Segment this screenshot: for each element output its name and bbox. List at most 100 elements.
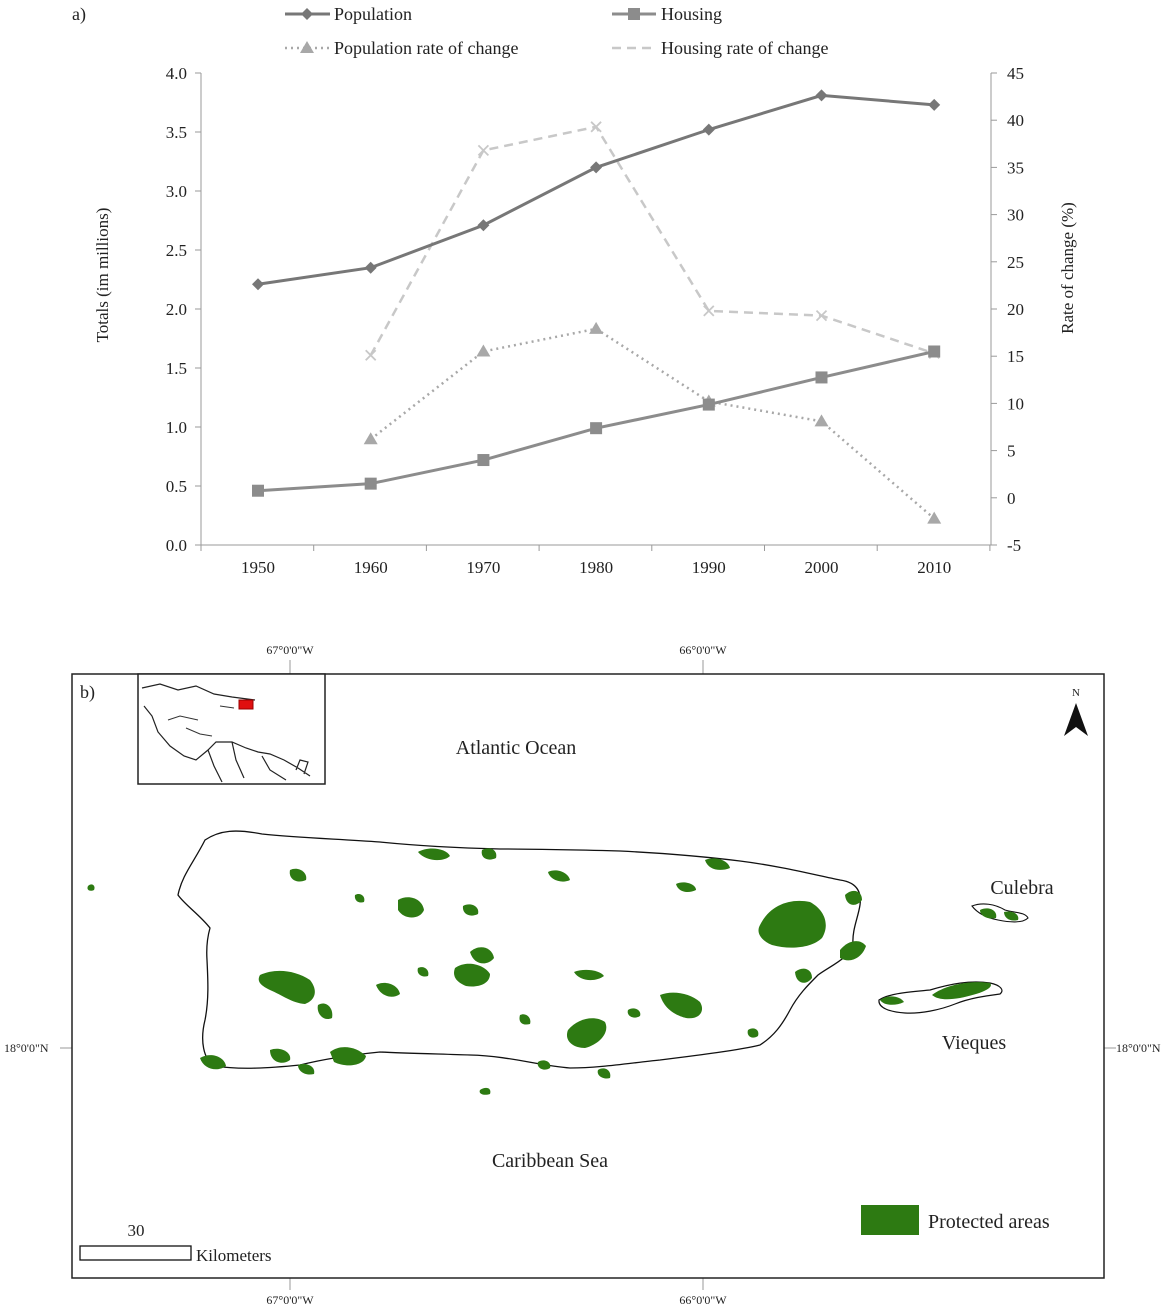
scale-value: 30 <box>128 1221 145 1240</box>
map-legend: Protected areas <box>861 1205 1050 1235</box>
lat-label-right: 18°0'0"N <box>1116 1041 1161 1055</box>
data-point <box>703 305 715 317</box>
lon-label-bottom-right: 66°0'0"W <box>679 1293 727 1307</box>
left-tick-label: 0.5 <box>166 477 187 496</box>
left-tick-label: 4.0 <box>166 64 187 83</box>
vieques-label: Vieques <box>942 1032 1007 1054</box>
data-point <box>364 477 377 490</box>
x-tick-label: 2000 <box>805 558 839 577</box>
data-point <box>590 161 603 174</box>
protected-areas-swatch <box>861 1205 919 1235</box>
right-tick-label: -5 <box>1007 536 1021 555</box>
x-tick-label: 1970 <box>466 558 500 577</box>
legend-item-population-rate: Population rate of change <box>285 38 518 58</box>
series-line <box>369 327 936 520</box>
x-axis-ticks: 1950 1960 1970 1980 1990 2000 2010 <box>200 545 991 577</box>
lon-label-top-left: 67°0'0"W <box>266 643 314 657</box>
series-housing <box>252 345 941 497</box>
series-line <box>257 350 935 493</box>
data-point <box>477 219 490 232</box>
protected-areas <box>87 848 1019 1095</box>
data-point <box>590 121 602 133</box>
scale-unit-label: Kilometers <box>196 1246 272 1265</box>
x-tick-label: 1980 <box>579 558 613 577</box>
series-line <box>257 93 935 286</box>
right-tick-label: 40 <box>1007 111 1024 130</box>
right-tick-label: 0 <box>1007 489 1016 508</box>
panel-b-label: b) <box>80 682 95 703</box>
data-point <box>252 278 264 291</box>
left-axis-title: Totals (im millions) <box>93 208 112 343</box>
series-layer <box>252 89 942 524</box>
left-tick-label: 0.0 <box>166 536 187 555</box>
north-label: N <box>1072 687 1080 699</box>
right-axis-ticks: -5 0 5 10 15 20 25 30 35 40 45 <box>991 64 1024 555</box>
right-tick-label: 10 <box>1007 394 1024 413</box>
panel-a-label: a) <box>72 4 86 25</box>
x-tick-label: 2010 <box>917 558 951 577</box>
legend-housing-rate-label: Housing rate of change <box>661 38 828 58</box>
legend-item-housing: Housing <box>612 4 722 24</box>
data-point <box>927 511 942 524</box>
data-point <box>814 414 829 427</box>
data-point <box>364 261 377 274</box>
lat-label-left: 18°0'0"N <box>4 1041 49 1055</box>
legend-housing-label: Housing <box>661 4 722 24</box>
caribbean-sea-label: Caribbean Sea <box>492 1150 608 1172</box>
left-tick-label: 3.5 <box>166 123 187 142</box>
data-point <box>815 89 828 102</box>
left-axis-ticks: 0.0 0.5 1.0 1.5 2.0 2.5 3.0 3.5 4.0 <box>166 64 201 555</box>
protected-areas-legend-label: Protected areas <box>928 1211 1050 1233</box>
right-tick-label: 5 <box>1007 442 1016 461</box>
data-point <box>477 454 490 467</box>
legend-population-rate-label: Population rate of change <box>334 38 518 58</box>
population-housing-chart: a) Population Housing Population rate of… <box>72 4 1077 577</box>
series-line <box>369 125 935 356</box>
right-tick-label: 30 <box>1007 206 1024 225</box>
data-point <box>589 321 604 334</box>
right-tick-label: 15 <box>1007 347 1024 366</box>
right-axis-title: Rate of change (%) <box>1058 202 1077 334</box>
data-point <box>815 371 828 384</box>
data-point <box>363 432 378 445</box>
left-tick-label: 2.5 <box>166 241 187 260</box>
chart-legend: Population Housing Population rate of ch… <box>285 4 828 58</box>
locator-highlight <box>238 699 254 710</box>
series-population-rate-of-change <box>363 321 942 524</box>
series-population <box>252 89 941 291</box>
left-tick-label: 1.0 <box>166 418 187 437</box>
puerto-rico-map: 67°0'0"W 66°0'0"W 67°0'0"W 66°0'0"W 18°0… <box>4 643 1161 1307</box>
data-point <box>928 345 941 358</box>
x-tick-label: 1990 <box>692 558 726 577</box>
left-tick-label: 2.0 <box>166 300 187 319</box>
left-tick-label: 3.0 <box>166 182 187 201</box>
x-tick-label: 1950 <box>241 558 275 577</box>
data-point <box>252 484 264 497</box>
right-tick-label: 45 <box>1007 64 1024 83</box>
series-housing-rate-of-change <box>365 121 940 361</box>
legend-population-label: Population <box>334 4 412 24</box>
locator-inset <box>137 673 326 785</box>
scale-bar: 30 Kilometers <box>79 1221 272 1265</box>
atlantic-ocean-label: Atlantic Ocean <box>456 737 577 759</box>
data-point <box>702 398 715 411</box>
lon-label-bottom-left: 67°0'0"W <box>266 1293 314 1307</box>
legend-item-population: Population <box>285 4 412 24</box>
data-point <box>477 144 490 157</box>
data-point <box>815 309 828 322</box>
data-point <box>476 344 491 357</box>
data-point <box>590 422 603 435</box>
left-tick-label: 1.5 <box>166 359 187 378</box>
right-tick-label: 25 <box>1007 253 1024 272</box>
right-tick-label: 20 <box>1007 300 1024 319</box>
data-point <box>702 123 715 136</box>
lon-label-top-right: 66°0'0"W <box>679 643 727 657</box>
right-tick-label: 35 <box>1007 158 1024 177</box>
legend-item-housing-rate: Housing rate of change <box>612 38 828 58</box>
data-point <box>928 98 941 111</box>
data-point <box>365 349 377 361</box>
culebra-label: Culebra <box>990 877 1053 899</box>
x-tick-label: 1960 <box>354 558 388 577</box>
north-arrow-icon: N <box>1064 687 1088 736</box>
